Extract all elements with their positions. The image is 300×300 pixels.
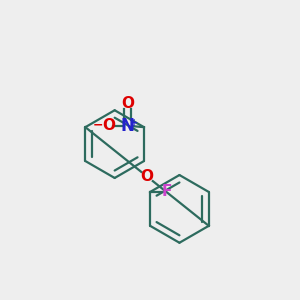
Text: N: N bbox=[121, 117, 135, 135]
Text: F: F bbox=[161, 184, 172, 200]
Text: O: O bbox=[121, 96, 134, 111]
Text: O: O bbox=[141, 169, 154, 184]
Text: O: O bbox=[103, 118, 116, 133]
Text: −: − bbox=[93, 118, 104, 131]
Text: +: + bbox=[130, 118, 138, 128]
